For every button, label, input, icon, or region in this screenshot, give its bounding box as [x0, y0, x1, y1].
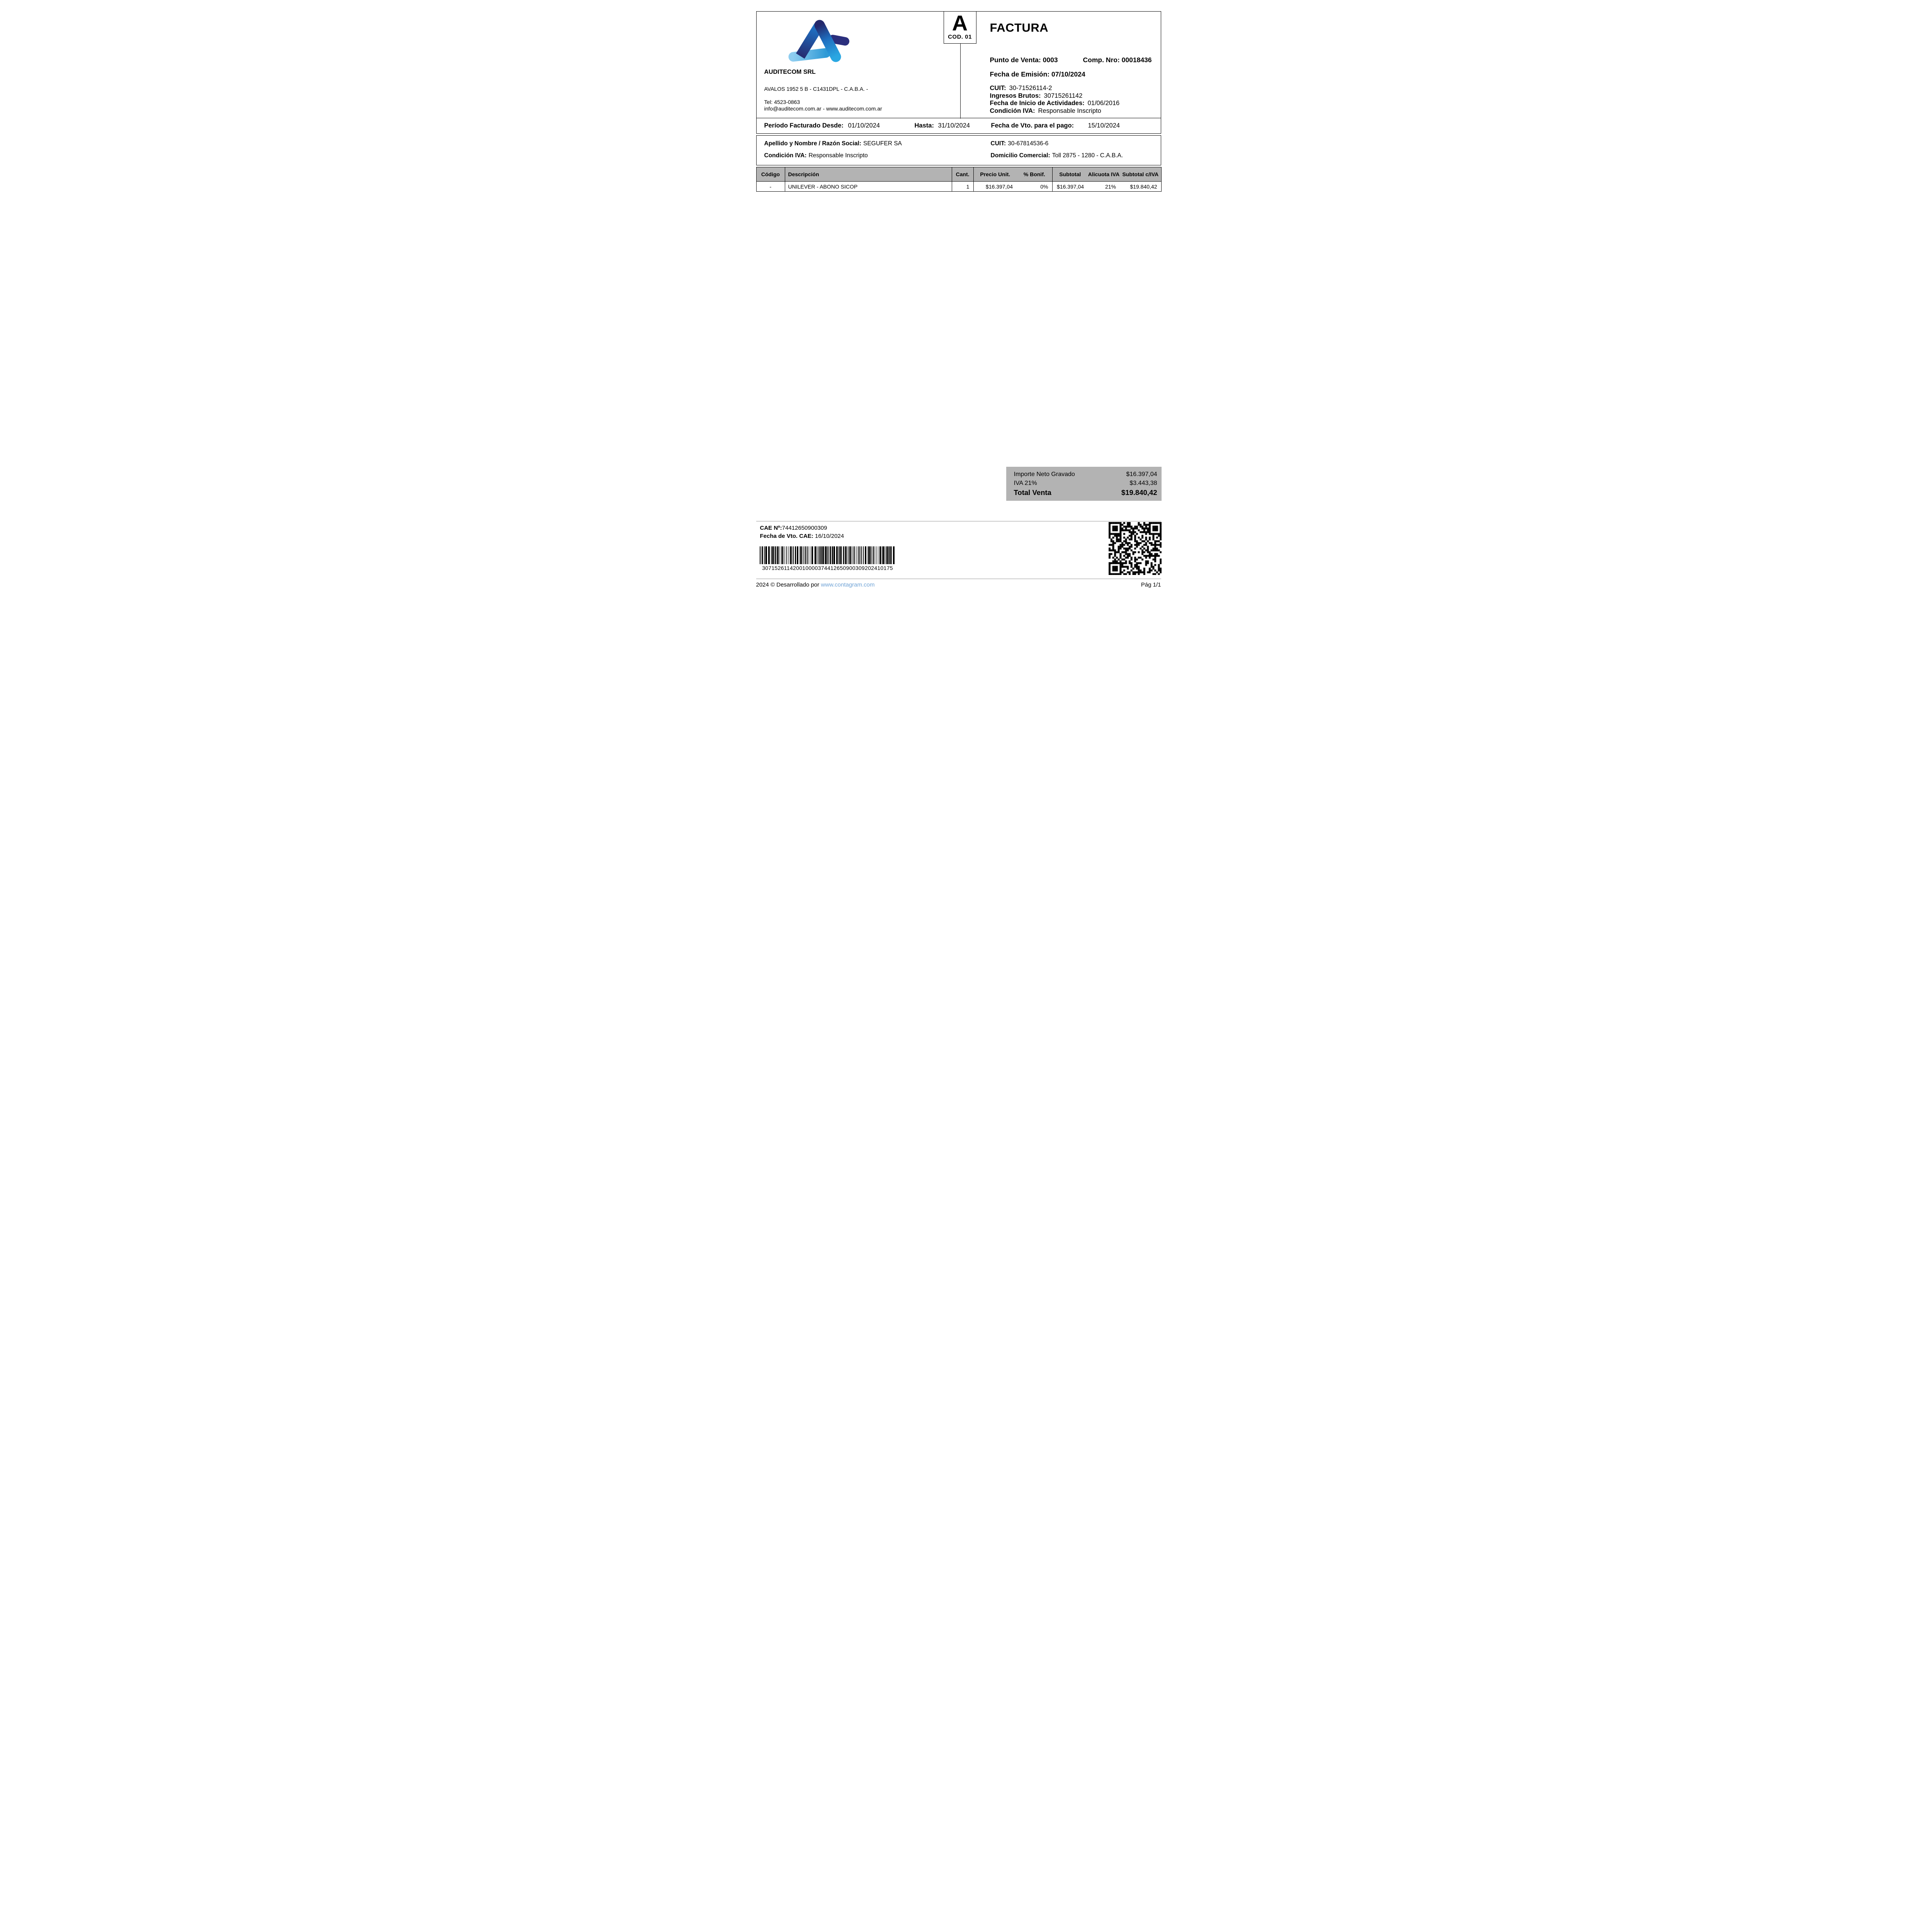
col-header-descripcion: Descripción	[785, 167, 952, 182]
footer-credit-text: 2024 © Desarrollado por	[756, 582, 821, 588]
condicion-iva-label: Condición IVA:	[990, 107, 1035, 114]
barcode	[759, 546, 896, 564]
invoice-letter-box: A COD. 01	[943, 10, 976, 44]
items-table: Código Descripción Cant. Precio Unit. % …	[756, 167, 1162, 192]
page-indicator: Pág 1/1	[1141, 582, 1161, 588]
col-header-cant: Cant.	[952, 167, 974, 182]
invoice-letter-code: COD. 01	[948, 33, 972, 40]
customer-box: Apellido y Nombre / Razón Social: SEGUFER…	[756, 135, 1161, 165]
col-header-alicuota-iva: Alicuota IVA	[1088, 167, 1120, 182]
invoice-page: AUDITECOM SRL AVALOS 1952 5 B - C1431DPL…	[746, 0, 1171, 601]
company-name: AUDITECOM SRL	[764, 69, 816, 75]
item-subtotal: $16.397,04	[1056, 183, 1084, 190]
col-header-precio-unit: Precio Unit.	[973, 167, 1017, 182]
punto-de-venta-label: Punto de Venta:	[990, 56, 1041, 64]
company-address: AVALOS 1952 5 B - C1431DPL - C.A.B.A. -	[764, 86, 868, 92]
condicion-iva-value: Responsable Inscripto	[1038, 107, 1101, 114]
customer-condicion-iva-value: Responsable Inscripto	[808, 152, 868, 159]
qr-code	[1108, 522, 1162, 575]
vto-pago-label: Fecha de Vto. para el pago:	[991, 122, 1074, 129]
neto-value: $16.397,04	[1126, 471, 1157, 478]
iva-value: $3.443,38	[1129, 480, 1157, 486]
vto-pago-value: 15/10/2024	[1088, 122, 1120, 129]
company-phone: Tel: 4523-0863	[764, 99, 800, 105]
billing-period-box: Período Facturado Desde: 01/10/2024 Hast…	[756, 118, 1161, 134]
company-email-web: info@auditecom.com.ar - www.auditecom.co…	[764, 105, 882, 112]
neto-label: Importe Neto Gravado	[1014, 471, 1075, 478]
inicio-actividades-value: 01/06/2016	[1087, 100, 1120, 107]
periodo-desde-label: Período Facturado Desde:	[764, 122, 844, 129]
ingresos-brutos-label: Ingresos Brutos:	[990, 92, 1041, 99]
col-header-codigo: Código	[756, 167, 785, 182]
iva-label: IVA 21%	[1014, 480, 1037, 486]
item-codigo: -	[756, 181, 785, 192]
item-cant: 1	[952, 181, 974, 192]
contagram-link[interactable]: www.contagram.com	[821, 582, 875, 588]
footer-divider	[756, 578, 1161, 579]
comp-nro-label: Comp. Nro:	[1083, 56, 1120, 64]
header-divider	[960, 44, 961, 119]
invoice-letter: A	[952, 10, 968, 35]
cae-label: CAE Nº:	[760, 525, 782, 531]
customer-condicion-iva-label: Condición IVA:	[764, 152, 807, 159]
item-precio-unit: $16.397,04	[985, 183, 1013, 190]
item-alicuota-iva: 21%	[1105, 183, 1116, 190]
cuit-value: 30-71526114-2	[1009, 85, 1052, 92]
footer-credit: 2024 © Desarrollado por www.contagram.co…	[756, 582, 875, 588]
periodo-hasta-value: 31/10/2024	[938, 122, 970, 129]
meta-row-emision: Fecha de Emisión: 07/10/2024	[990, 70, 1085, 78]
domicilio-label: Domicilio Comercial:	[990, 152, 1050, 159]
col-header-subtotal: Subtotal	[1052, 167, 1088, 182]
meta-row-pos-comp: Punto de Venta: 0003 Comp. Nro: 00018436	[990, 56, 1152, 64]
col-header-bonif: % Bonif.	[1017, 167, 1053, 182]
total-venta-label: Total Venta	[1014, 488, 1051, 497]
barcode-number: 3071526114200100003744126509003092024101…	[762, 565, 893, 571]
domicilio-value: Toll 2875 - 1280 - C.A.B.A.	[1052, 152, 1123, 159]
company-logo	[788, 20, 849, 62]
item-bonif: 0%	[1017, 181, 1053, 192]
item-descripcion: UNILEVER - ABONO SICOP	[785, 181, 952, 192]
punto-de-venta-value: 0003	[1043, 56, 1058, 64]
item-row: - UNILEVER - ABONO SICOP 1 $16.397,04 0%…	[756, 181, 1161, 192]
document-title: FACTURA	[990, 21, 1049, 34]
col-header-subtotal-civa: Subtotal c/IVA	[1120, 167, 1161, 182]
cae-vto-value: 16/10/2024	[815, 533, 844, 539]
cae-vto-label: Fecha de Vto. CAE:	[760, 533, 815, 539]
comp-nro-value: 00018436	[1121, 56, 1152, 64]
razon-social-label: Apellido y Nombre / Razón Social:	[764, 140, 861, 147]
fecha-emision-value: 07/10/2024	[1051, 70, 1085, 78]
issuer-fiscal-data: CUIT: 30-71526114-2 Ingresos Brutos: 30715…	[990, 85, 1120, 115]
razon-social-value: SEGUFER SA	[863, 140, 902, 147]
cae-number: 74412650900309	[782, 525, 827, 531]
periodo-hasta-label: Hasta:	[914, 122, 934, 129]
inicio-actividades-label: Fecha de Inicio de Actividades:	[990, 100, 1085, 107]
customer-cuit-label: CUIT:	[990, 140, 1006, 147]
total-venta-value: $19.840,42	[1121, 488, 1157, 497]
item-subtotal-civa: $19.840,42	[1130, 183, 1157, 190]
cae-block: CAE Nº:74412650900309 Fecha de Vto. CAE:…	[760, 524, 844, 540]
cae-section-divider	[756, 521, 1161, 522]
cuit-label: CUIT:	[990, 85, 1006, 92]
invoice-header-box: AUDITECOM SRL AVALOS 1952 5 B - C1431DPL…	[756, 10, 1161, 119]
totals-box: Importe Neto Gravado $16.397,04 IVA 21% …	[1006, 467, 1162, 501]
periodo-desde-value: 01/10/2024	[848, 122, 880, 129]
items-table-header-row: Código Descripción Cant. Precio Unit. % …	[756, 167, 1161, 182]
customer-cuit-value: 30-67814536-6	[1008, 140, 1049, 147]
fecha-emision-label: Fecha de Emisión:	[990, 70, 1050, 78]
ingresos-brutos-value: 30715261142	[1044, 92, 1083, 99]
